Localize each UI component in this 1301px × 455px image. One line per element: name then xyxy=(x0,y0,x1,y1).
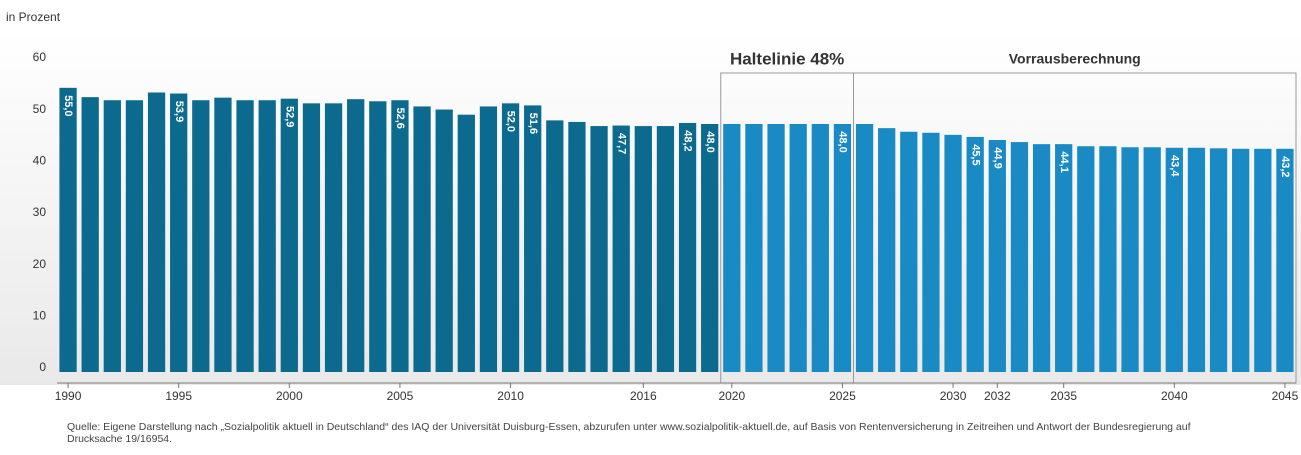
bar xyxy=(1187,147,1206,372)
bar xyxy=(192,100,210,372)
x-tick-label: 2010 xyxy=(497,389,524,403)
y-tick-label: 20 xyxy=(33,257,47,271)
bar xyxy=(1254,148,1272,372)
bar xyxy=(900,131,918,372)
bar xyxy=(1032,144,1051,372)
value-label: 55,0 xyxy=(62,95,74,116)
bar xyxy=(745,124,763,372)
bar xyxy=(170,93,188,373)
x-tick-label: 2045 xyxy=(1272,389,1299,403)
y-tick-label: 40 xyxy=(33,154,47,168)
value-label: 52,6 xyxy=(394,108,406,129)
value-label: 51,6 xyxy=(527,113,539,134)
bar xyxy=(1077,146,1095,372)
bar xyxy=(1165,147,1183,372)
value-label: 48,2 xyxy=(682,130,694,151)
x-tick-label: 2030 xyxy=(940,389,967,403)
bar xyxy=(1209,148,1228,372)
y-tick-label: 30 xyxy=(33,205,47,219)
bar xyxy=(501,103,520,372)
bar xyxy=(612,125,630,372)
bar xyxy=(701,124,719,372)
bar xyxy=(1055,144,1073,372)
bar xyxy=(988,140,1006,372)
bar xyxy=(103,100,121,372)
value-label: 52,0 xyxy=(505,111,517,132)
bar xyxy=(369,101,387,373)
bar xyxy=(944,134,962,372)
x-tick-label: 2035 xyxy=(1050,389,1077,403)
y-tick-label: 60 xyxy=(33,50,47,64)
annotation-label: Haltelinie 48% xyxy=(730,49,844,68)
y-tick-label: 0 xyxy=(39,360,46,374)
x-tick-label: 2016 xyxy=(630,389,657,403)
bar xyxy=(1143,147,1161,372)
x-tick-label: 2005 xyxy=(387,389,414,403)
y-tick-label: 50 xyxy=(33,102,47,116)
value-label: 48,0 xyxy=(704,131,716,152)
bar xyxy=(723,124,741,372)
bar xyxy=(1121,147,1139,372)
x-tick-label: 2032 xyxy=(984,389,1011,403)
bar xyxy=(236,100,254,372)
bar xyxy=(214,97,232,373)
bar xyxy=(457,114,475,372)
bar xyxy=(258,100,276,372)
bar xyxy=(767,124,785,372)
bar xyxy=(966,136,984,372)
bar xyxy=(302,103,321,372)
value-label: 48,0 xyxy=(837,131,849,152)
x-tick-label: 2020 xyxy=(718,389,745,403)
bar xyxy=(789,124,807,372)
y-tick-label: 10 xyxy=(33,309,47,323)
x-tick-label: 2000 xyxy=(276,389,303,403)
bar xyxy=(1099,146,1117,372)
bar xyxy=(413,106,431,372)
value-label: 43,4 xyxy=(1168,155,1180,177)
bar xyxy=(590,126,608,372)
bar xyxy=(479,106,498,372)
bar xyxy=(678,122,697,372)
x-tick-label: 1995 xyxy=(165,389,192,403)
bar xyxy=(878,128,896,372)
value-label: 43,2 xyxy=(1279,156,1291,177)
value-label: 44,1 xyxy=(1058,151,1070,172)
bar xyxy=(347,99,365,372)
bar xyxy=(656,126,675,372)
bar xyxy=(568,121,586,372)
x-tick-label: 2040 xyxy=(1161,389,1188,403)
bar xyxy=(59,87,77,372)
bar xyxy=(833,124,852,372)
bar xyxy=(1232,148,1250,372)
bar xyxy=(147,92,166,372)
bar xyxy=(855,124,874,372)
annotation-label: Vorrausberechnung xyxy=(1009,51,1141,67)
bar xyxy=(634,126,652,372)
x-tick-label: 2025 xyxy=(829,389,856,403)
value-label: 47,7 xyxy=(615,133,627,154)
bar xyxy=(546,120,564,372)
bar xyxy=(922,132,940,372)
value-label: 53,9 xyxy=(173,101,185,122)
value-label: 45,5 xyxy=(969,144,981,165)
bar xyxy=(280,98,298,372)
bar xyxy=(391,100,409,372)
source-note: Quelle: Eigene Darstellung nach „Sozialp… xyxy=(67,421,1191,445)
y-axis-label: in Prozent xyxy=(6,10,61,24)
bar xyxy=(811,124,829,372)
x-tick-label: 1990 xyxy=(55,389,82,403)
value-label: 44,9 xyxy=(991,147,1003,168)
bar xyxy=(1276,148,1294,372)
bar xyxy=(435,109,453,373)
bar xyxy=(81,97,99,372)
bar xyxy=(125,100,144,372)
bar xyxy=(524,105,542,373)
value-label: 52,9 xyxy=(283,106,295,127)
bar xyxy=(324,103,343,372)
bar xyxy=(1010,142,1029,372)
